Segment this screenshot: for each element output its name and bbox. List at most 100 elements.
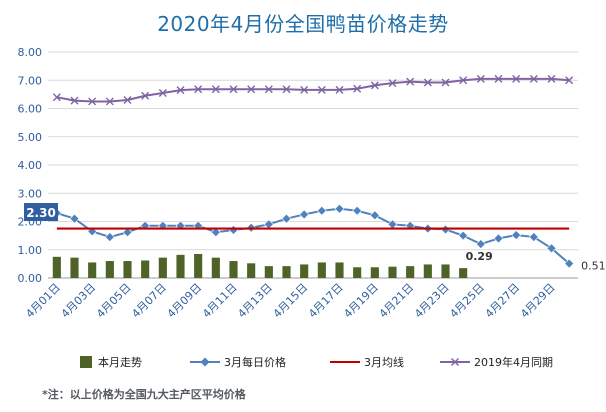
data-label: 2.30 bbox=[24, 203, 58, 222]
marker-stroke bbox=[406, 77, 415, 86]
point-marker bbox=[369, 210, 380, 221]
point-marker bbox=[194, 85, 203, 94]
point-marker bbox=[475, 239, 486, 250]
point-marker bbox=[423, 78, 432, 87]
point-marker bbox=[281, 213, 292, 224]
point-marker bbox=[158, 88, 167, 97]
bar bbox=[194, 253, 203, 278]
x-tick-label: 4月05日 bbox=[94, 281, 134, 321]
x-tick-label: 4月21日 bbox=[377, 281, 417, 321]
legend-item: 3月每日价格 bbox=[190, 355, 286, 369]
marker-stroke bbox=[211, 85, 220, 94]
x-tick-label: 4月15日 bbox=[271, 281, 311, 321]
y-tick-label: 6.00 bbox=[18, 103, 43, 116]
bar bbox=[441, 264, 450, 278]
data-label: 0.51 bbox=[581, 260, 606, 273]
marker-stroke bbox=[565, 76, 574, 85]
point-marker bbox=[352, 205, 363, 216]
point-marker bbox=[564, 258, 575, 269]
marker-stroke bbox=[317, 85, 326, 94]
legend: 本月走势 3月每日价格 3月均线 2019年4月同期 bbox=[80, 355, 553, 369]
point-marker bbox=[546, 243, 557, 254]
data-label: 0.29 bbox=[466, 250, 493, 263]
marker-stroke bbox=[141, 91, 150, 100]
bar bbox=[52, 256, 61, 278]
point-marker bbox=[353, 84, 362, 93]
point-marker bbox=[529, 74, 538, 83]
bar bbox=[176, 254, 185, 278]
point-marker bbox=[210, 227, 221, 238]
legend-marker bbox=[451, 358, 459, 366]
point-marker bbox=[511, 230, 522, 240]
point-marker bbox=[494, 74, 503, 83]
y-tick-label: 3.00 bbox=[18, 187, 43, 200]
x-tick-label: 4月03日 bbox=[59, 281, 99, 321]
bar bbox=[423, 264, 432, 278]
legend-swatch bbox=[80, 356, 92, 368]
marker-stroke bbox=[529, 74, 538, 83]
x-tick-label: 4月23日 bbox=[412, 281, 452, 321]
point-marker bbox=[105, 97, 114, 106]
marker-stroke bbox=[512, 74, 521, 83]
point-marker bbox=[229, 85, 238, 94]
y-tick-label: 1.00 bbox=[18, 244, 43, 257]
point-marker bbox=[299, 209, 310, 220]
legend-item: 本月走势 bbox=[80, 355, 142, 369]
marker-stroke bbox=[88, 97, 97, 106]
bar bbox=[123, 261, 132, 278]
bar bbox=[229, 261, 238, 278]
marker-stroke bbox=[52, 93, 61, 102]
point-marker bbox=[282, 85, 291, 94]
marker-stroke bbox=[158, 88, 167, 97]
legend-item: 3月均线 bbox=[330, 355, 404, 369]
y-tick-label: 7.00 bbox=[18, 74, 43, 87]
marker-stroke bbox=[194, 85, 203, 94]
marker-stroke bbox=[176, 86, 185, 95]
marker-stroke bbox=[300, 85, 309, 94]
point-marker bbox=[547, 74, 556, 83]
point-marker bbox=[52, 93, 61, 102]
point-marker bbox=[476, 74, 485, 83]
x-tick-label: 4月09日 bbox=[165, 281, 205, 321]
marker-stroke bbox=[282, 85, 291, 94]
bar bbox=[317, 262, 326, 278]
bar bbox=[158, 257, 167, 278]
y-tick-label: 0.00 bbox=[18, 272, 43, 285]
bar bbox=[105, 261, 114, 278]
marker-stroke bbox=[353, 84, 362, 93]
point-marker bbox=[141, 91, 150, 100]
bar bbox=[141, 260, 150, 278]
point-marker bbox=[565, 76, 574, 85]
x-tick-label: 4月19日 bbox=[341, 281, 381, 321]
marker-stroke bbox=[247, 85, 256, 94]
point-marker bbox=[104, 232, 115, 242]
data-labels: 2.30 0.29 0.51 bbox=[24, 203, 606, 273]
bar bbox=[264, 266, 273, 278]
point-marker bbox=[458, 230, 469, 241]
marker-stroke bbox=[264, 85, 273, 94]
series-line bbox=[56, 77, 570, 103]
bar bbox=[247, 263, 256, 278]
bar bbox=[70, 257, 79, 278]
bar bbox=[335, 262, 344, 278]
x-tick-label: 4月13日 bbox=[235, 281, 275, 321]
x-tick-label: 4月27日 bbox=[483, 281, 523, 321]
x-tick-label: 4月11日 bbox=[200, 281, 240, 321]
point-marker bbox=[123, 96, 132, 105]
point-marker bbox=[459, 76, 468, 85]
bar bbox=[459, 268, 468, 278]
point-marker bbox=[335, 85, 344, 94]
bar bbox=[406, 266, 415, 278]
bar bbox=[388, 266, 397, 278]
legend-label: 本月走势 bbox=[98, 355, 142, 369]
point-marker bbox=[316, 205, 327, 216]
point-marker bbox=[211, 85, 220, 94]
x-tick-label: 4月29日 bbox=[518, 281, 558, 321]
point-marker bbox=[300, 85, 309, 94]
bar bbox=[300, 264, 309, 278]
marker-stroke bbox=[229, 85, 238, 94]
x-tick-label: 4月17日 bbox=[306, 281, 346, 321]
grid-lines bbox=[48, 51, 578, 279]
data-label-box bbox=[24, 203, 58, 222]
point-marker bbox=[406, 77, 415, 86]
